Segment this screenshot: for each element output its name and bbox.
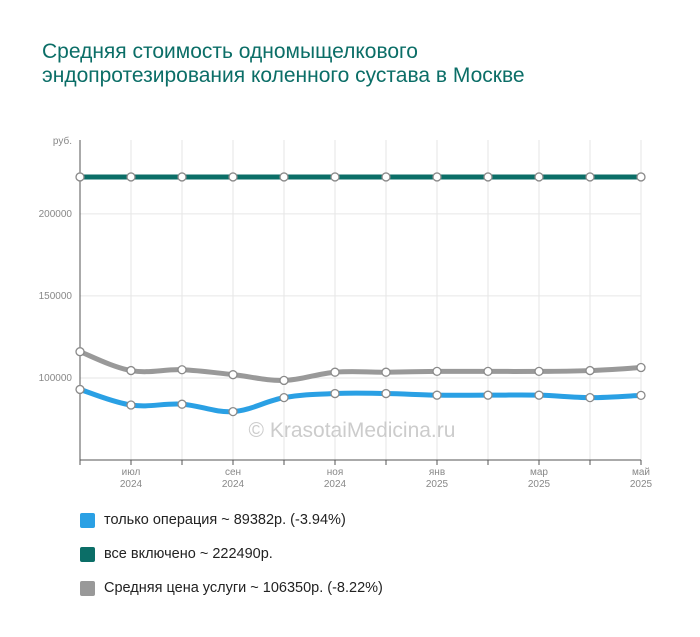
- data-point: [228, 406, 238, 417]
- series-line: [77, 386, 644, 415]
- series-line: [77, 349, 644, 383]
- data-point: [483, 172, 493, 182]
- legend: только операция ~ 89382р. (-3.94%) все в…: [80, 510, 383, 612]
- data-point: [381, 367, 391, 377]
- data-point: [330, 172, 340, 182]
- data-point: [381, 388, 391, 399]
- legend-label: все включено ~ 222490р.: [104, 546, 273, 562]
- axes: [79, 140, 642, 465]
- data-point: [228, 370, 238, 380]
- data-point: [126, 172, 136, 182]
- x-tick-label-year: 2024: [222, 479, 245, 490]
- tick-labels: 100000150000200000руб.июл2024сен2024ноя2…: [39, 135, 653, 490]
- y-axis-label: руб.: [53, 135, 72, 147]
- legend-label: Средняя цена услуги ~ 106350р. (-8.22%): [104, 580, 383, 596]
- x-tick-label-month: май: [632, 467, 650, 478]
- chart-title: Средняя стоимость одномыщелкового эндопр…: [42, 40, 525, 87]
- data-point: [432, 172, 442, 182]
- x-tick-label-year: 2025: [528, 479, 551, 490]
- data-point: [483, 390, 493, 400]
- data-point: [585, 172, 595, 182]
- data-point: [75, 347, 85, 357]
- data-point: [279, 375, 289, 386]
- y-tick-label: 200000: [39, 209, 73, 220]
- data-point: [483, 366, 493, 377]
- data-points: [75, 172, 646, 417]
- legend-label: только операция ~ 89382р. (-3.94%): [104, 512, 346, 528]
- legend-swatch: [80, 546, 95, 562]
- series: [77, 174, 644, 415]
- data-point: [75, 172, 85, 182]
- data-point: [636, 390, 646, 401]
- data-point: [636, 362, 646, 373]
- data-point: [228, 172, 238, 182]
- data-point: [75, 384, 85, 395]
- data-point: [126, 400, 136, 410]
- x-tick-label-year: 2024: [324, 479, 347, 490]
- x-tick-label-month: янв: [429, 467, 445, 478]
- x-tick-label-year: 2024: [120, 479, 143, 490]
- legend-item-only-surgery[interactable]: только операция ~ 89382р. (-3.94%): [80, 510, 383, 530]
- y-tick-label: 150000: [39, 291, 73, 302]
- x-tick-label-month: июл: [122, 467, 141, 478]
- data-point: [279, 392, 289, 403]
- x-tick-label-month: мар: [530, 467, 548, 478]
- grid: [79, 140, 642, 460]
- data-point: [636, 172, 646, 182]
- legend-swatch: [80, 512, 95, 528]
- data-point: [585, 365, 595, 376]
- line-chart: © KrasotaiMedicina.ru 100000 150000 200000…: [39, 135, 653, 490]
- legend-swatch: [80, 580, 95, 596]
- data-point: [177, 172, 187, 182]
- legend-item-average-price[interactable]: Средняя цена услуги ~ 106350р. (-8.22%): [80, 578, 383, 598]
- data-point: [177, 399, 187, 409]
- watermark: © KrasotaiMedicina.ru: [249, 419, 456, 442]
- x-tick-label-year: 2025: [630, 479, 653, 490]
- data-point: [330, 367, 340, 377]
- data-point: [126, 365, 136, 376]
- data-point: [279, 172, 289, 182]
- data-point: [432, 366, 442, 377]
- data-point: [330, 388, 340, 399]
- data-point: [534, 390, 544, 400]
- data-point: [381, 172, 391, 182]
- data-point: [177, 365, 187, 375]
- x-tick-label-year: 2025: [426, 479, 449, 490]
- data-point: [432, 390, 442, 400]
- data-point: [534, 172, 544, 182]
- x-tick-label-month: ноя: [327, 467, 344, 478]
- data-point: [534, 366, 544, 377]
- legend-item-all-inclusive[interactable]: все включено ~ 222490р.: [80, 544, 383, 564]
- data-point: [585, 392, 595, 403]
- x-tick-label-month: сен: [225, 467, 241, 478]
- y-tick-label: 100000: [39, 373, 73, 384]
